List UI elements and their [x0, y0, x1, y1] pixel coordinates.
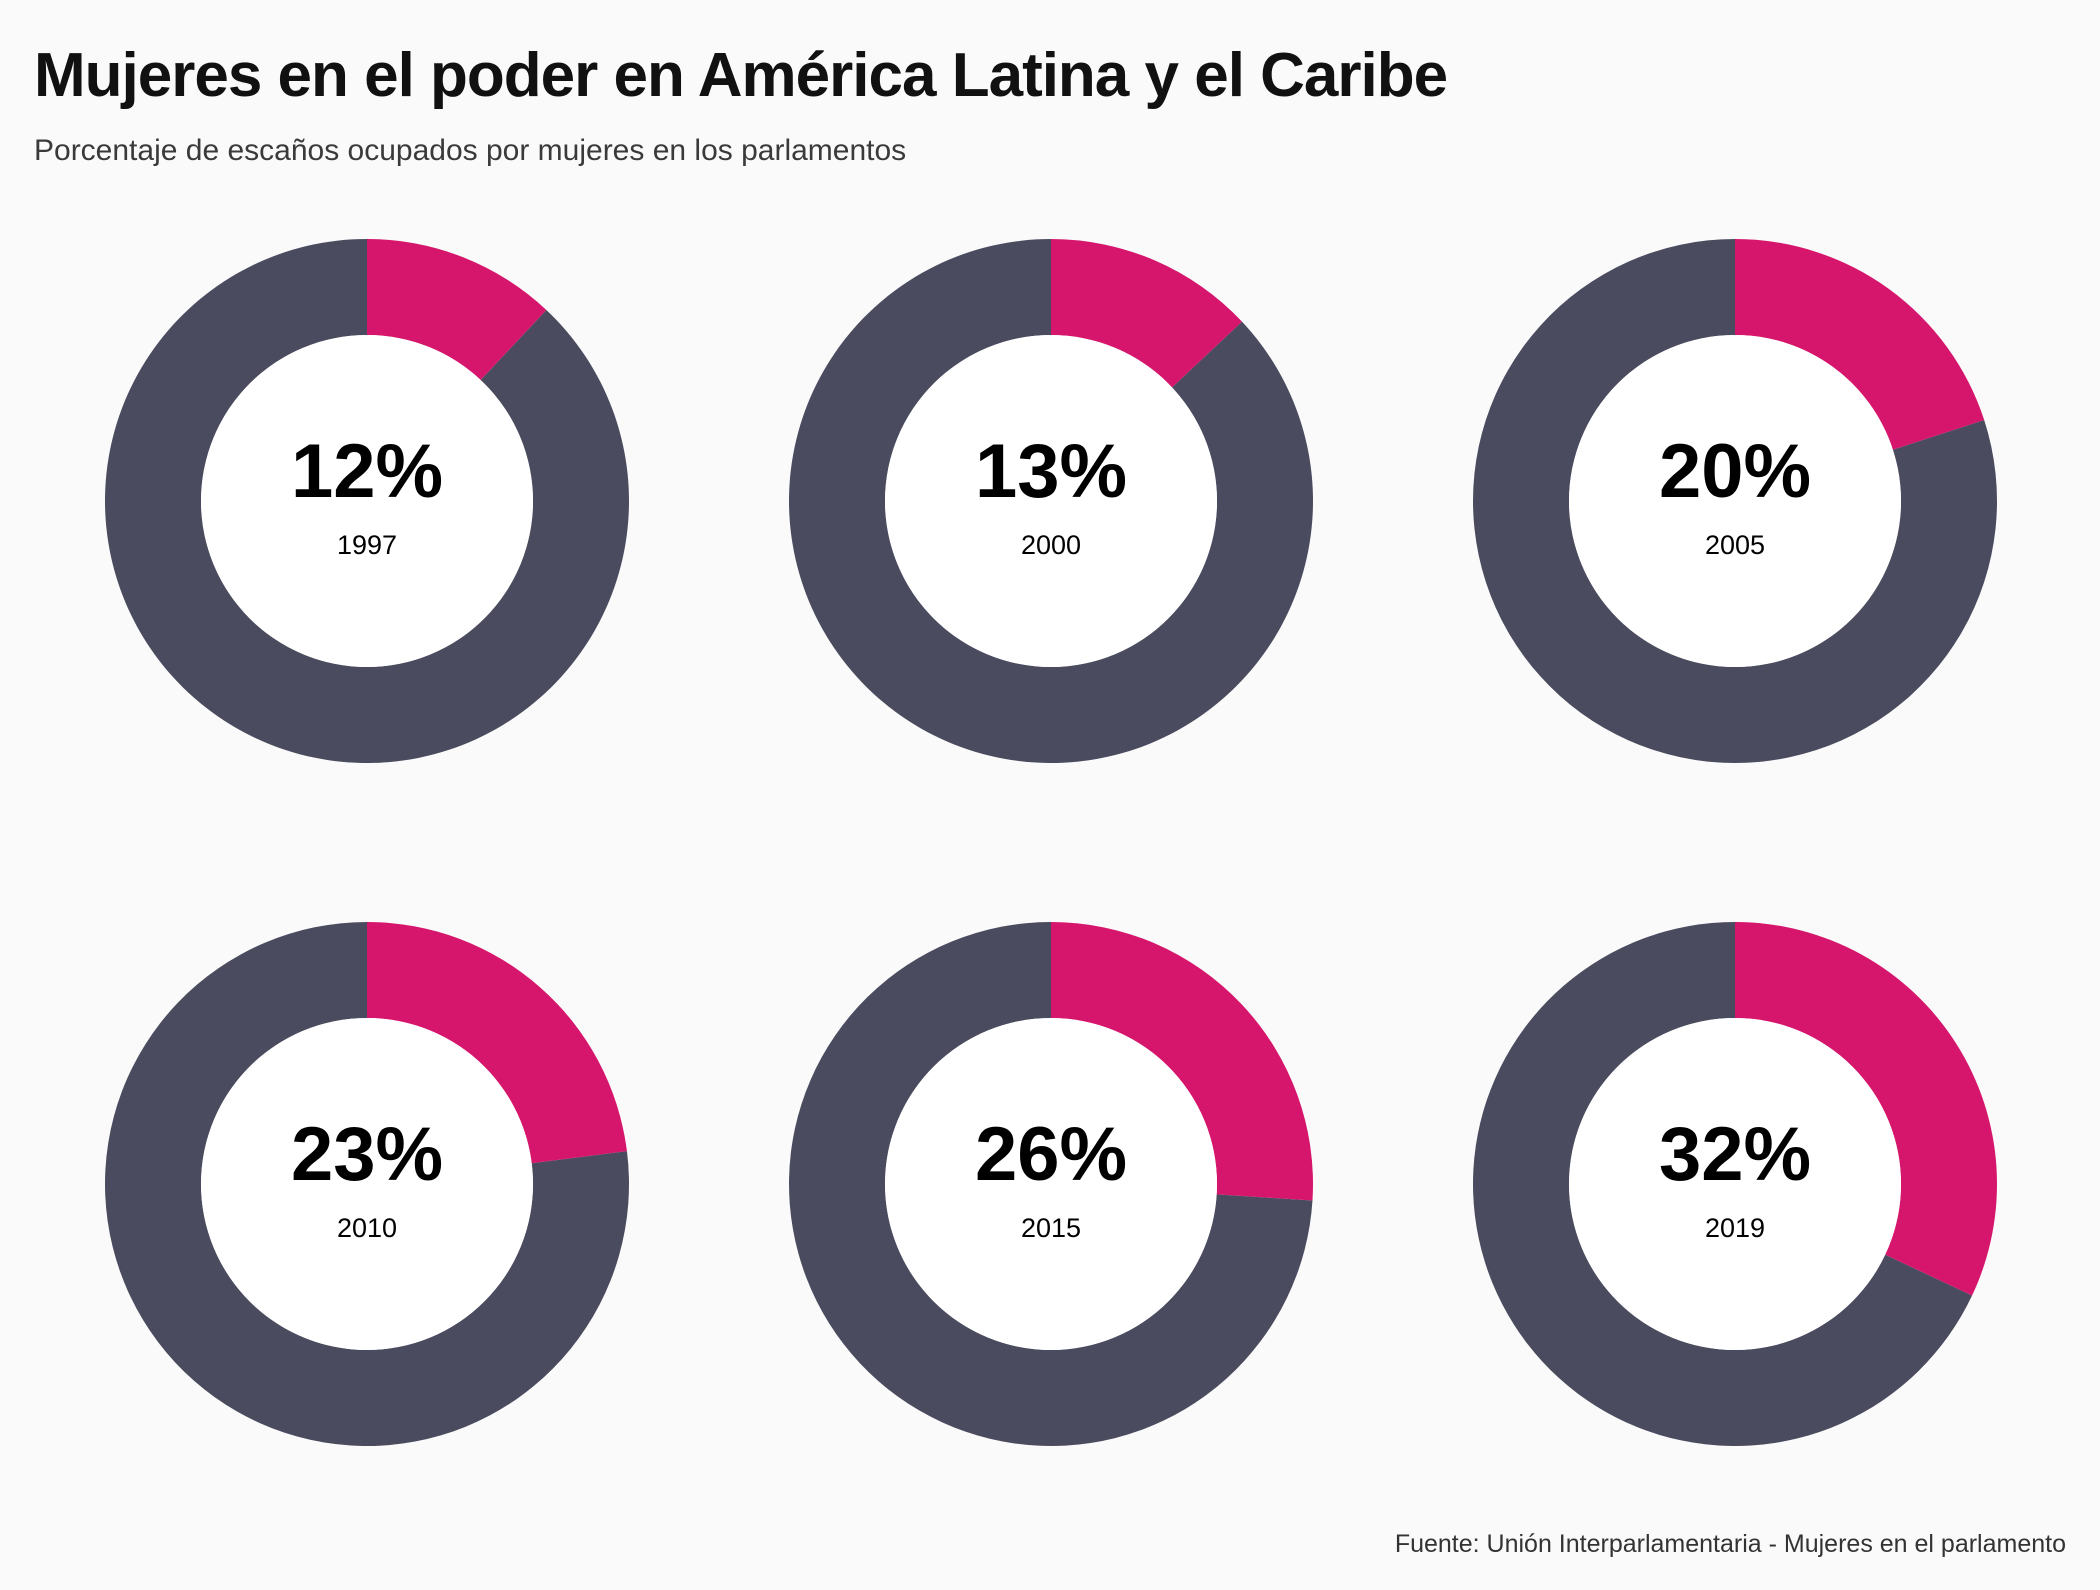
donut-slice-rest-2019	[1473, 922, 1973, 1446]
donut-slice-rest-2010	[105, 922, 630, 1446]
donut-slice-women-2010	[367, 922, 627, 1164]
donut-slice-rest-2015	[789, 922, 1313, 1446]
donut-slice-rest-2000	[788, 239, 1313, 764]
year-label-2015: 2015	[1021, 1213, 1081, 1243]
donut-hole-1997	[201, 335, 533, 667]
donut-slice-women-2019	[1735, 922, 1997, 1296]
percent-label-2010: 23%	[291, 1112, 443, 1197]
year-label-2010: 2010	[337, 1213, 397, 1243]
donut-slice-women-1997	[367, 239, 547, 380]
donut-slice-rest-1997	[104, 239, 630, 763]
percent-label-2015: 26%	[975, 1112, 1127, 1197]
year-label-2005: 2005	[1705, 530, 1765, 560]
source-note: Fuente: Unión Interparlamentaria - Mujer…	[1394, 1530, 2066, 1558]
year-label-2019: 2019	[1705, 1213, 1765, 1243]
donut-slice-women-2000	[1051, 239, 1242, 388]
chart-subtitle: Porcentaje de escaños ocupados por mujer…	[34, 134, 907, 167]
percent-label-2000: 13%	[975, 429, 1127, 514]
chart-title: Mujeres en el poder en América Latina y …	[34, 41, 1448, 110]
donut-hole-2015	[885, 1018, 1217, 1350]
donut-panel-2000: 13% 2000	[788, 239, 1313, 764]
donut-hole-2019	[1569, 1018, 1901, 1350]
percent-label-2019: 32%	[1659, 1112, 1811, 1197]
donut-hole-2010	[201, 1018, 533, 1350]
donut-slice-women-2005	[1735, 239, 1985, 450]
donut-panel-2005: 20% 2005	[1472, 239, 1997, 763]
donut-hole-2000	[885, 335, 1217, 667]
donut-panel-1997: 12% 1997	[104, 239, 630, 763]
donut-panel-2019: 32% 2019	[1473, 922, 1997, 1446]
donut-slice-rest-2005	[1472, 239, 1997, 763]
donut-panel-2015: 26% 2015	[789, 922, 1313, 1446]
donut-slice-women-2015	[1051, 922, 1313, 1201]
percent-label-2005: 20%	[1659, 429, 1811, 514]
percent-label-1997: 12%	[291, 429, 443, 514]
year-label-2000: 2000	[1021, 530, 1081, 560]
donut-hole-2005	[1569, 335, 1901, 667]
donut-panel-2010: 23% 2010	[105, 922, 630, 1446]
year-label-1997: 1997	[337, 530, 397, 560]
